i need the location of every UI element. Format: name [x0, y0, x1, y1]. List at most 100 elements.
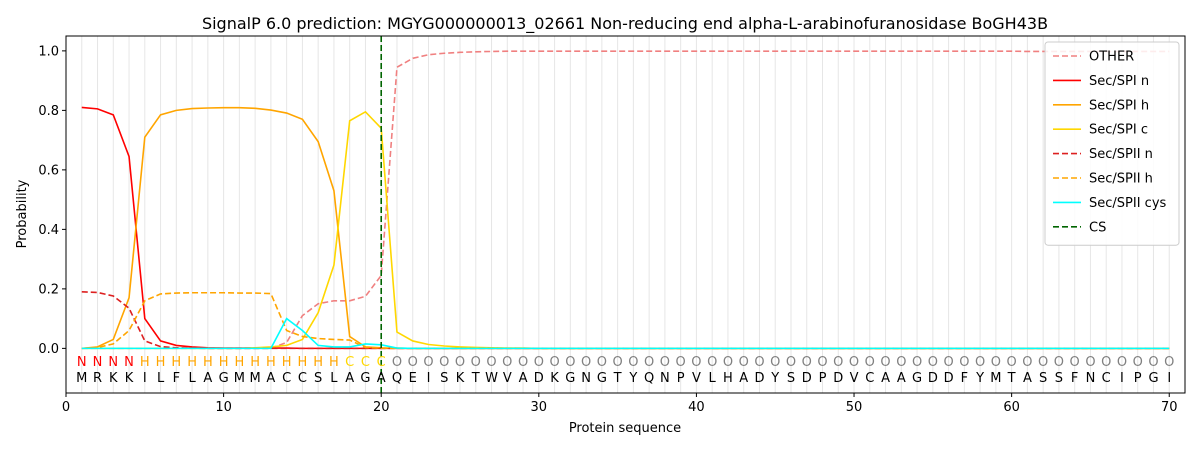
region-label: H — [282, 355, 292, 370]
residue-letter: S — [1039, 371, 1047, 386]
region-label: O — [660, 355, 670, 370]
residue-letter: N — [660, 371, 670, 386]
residue-letter: D — [928, 371, 938, 386]
residue-letter: N — [581, 371, 591, 386]
legend-label: Sec/SPII cys — [1089, 196, 1167, 211]
residue-letter: D — [802, 371, 812, 386]
residue-letter: G — [360, 371, 370, 386]
region-label: N — [77, 355, 87, 370]
region-label: O — [739, 355, 749, 370]
residue-letter: K — [456, 371, 465, 386]
y-axis: 0.0 0.2 0.4 0.6 0.8 1.0 — [38, 44, 66, 357]
legend-label: Sec/SPI h — [1089, 98, 1149, 113]
region-label: O — [455, 355, 465, 370]
residue-letter: L — [157, 371, 165, 386]
region-label: O — [802, 355, 812, 370]
residue-letter: V — [850, 371, 859, 386]
residue-letter: S — [440, 371, 448, 386]
region-label: O — [1164, 355, 1174, 370]
y-tick-label: 0.4 — [38, 223, 59, 238]
x-tick-label: 10 — [215, 400, 232, 415]
residue-letter: G — [912, 371, 922, 386]
residue-letter: A — [897, 371, 906, 386]
residue-letter: C — [282, 371, 291, 386]
region-label: N — [93, 355, 103, 370]
x-tick-label: 20 — [373, 400, 390, 415]
region-label: O — [817, 355, 827, 370]
region-label: O — [423, 355, 433, 370]
region-label: O — [1148, 355, 1158, 370]
residue-letter: C — [1102, 371, 1111, 386]
residue-letter: R — [93, 371, 102, 386]
region-label: O — [723, 355, 733, 370]
residue-letter: H — [723, 371, 733, 386]
region-label: O — [518, 355, 528, 370]
region-label: C — [361, 355, 370, 370]
residue-letter: Y — [628, 371, 637, 386]
residue-letter: L — [709, 371, 717, 386]
residue-letter: Q — [644, 371, 654, 386]
residue-letter: Q — [392, 371, 402, 386]
x-tick-label: 30 — [531, 400, 548, 415]
region-label: O — [833, 355, 843, 370]
residue-letter: F — [1071, 371, 1078, 386]
region-label: O — [392, 355, 402, 370]
residue-letter: S — [787, 371, 795, 386]
legend-label: CS — [1089, 220, 1106, 235]
legend-label: OTHER — [1089, 50, 1134, 65]
residue-letter: N — [1086, 371, 1096, 386]
residue-letter: L — [188, 371, 196, 386]
residue-letter: T — [471, 371, 480, 386]
y-tick-label: 0.2 — [38, 282, 59, 297]
residue-letter: M — [234, 371, 245, 386]
residue-letter: S — [314, 371, 322, 386]
x-axis-title: Protein sequence — [569, 421, 681, 436]
region-label: O — [1117, 355, 1127, 370]
region-label: O — [676, 355, 686, 370]
region-label: O — [597, 355, 607, 370]
residue-letter: A — [345, 371, 354, 386]
residue-letter: M — [990, 371, 1001, 386]
region-label: H — [171, 355, 181, 370]
residue-letter: L — [330, 371, 338, 386]
residue-letter: V — [503, 371, 512, 386]
region-label: N — [124, 355, 134, 370]
region-label: O — [991, 355, 1001, 370]
region-label: O — [471, 355, 481, 370]
x-tick-label: 50 — [846, 400, 863, 415]
series-line-6 — [81, 317, 1170, 350]
y-tick-label: 1.0 — [38, 44, 59, 59]
region-label: O — [628, 355, 638, 370]
region-label: O — [439, 355, 449, 370]
residue-letter: M — [250, 371, 261, 386]
legend-label: Sec/SPII n — [1089, 147, 1153, 162]
y-tick-label: 0.0 — [38, 342, 59, 357]
region-label: H — [266, 355, 276, 370]
region-label: O — [534, 355, 544, 370]
residue-letter: P — [819, 371, 827, 386]
residue-letter: S — [1055, 371, 1063, 386]
region-label: O — [896, 355, 906, 370]
region-label: O — [1085, 355, 1095, 370]
plot-frame — [65, 35, 1186, 394]
region-label: O — [786, 355, 796, 370]
residue-letter: V — [692, 371, 701, 386]
residue-letter: A — [1023, 371, 1032, 386]
region-label: H — [187, 355, 197, 370]
residue-letter: G — [219, 371, 229, 386]
residue-letter: P — [1134, 371, 1142, 386]
region-label: C — [377, 355, 386, 370]
region-label: O — [1022, 355, 1032, 370]
residue-letter: D — [754, 371, 764, 386]
residue-letter: T — [613, 371, 622, 386]
residue-letter: C — [865, 371, 874, 386]
y-axis-title: Probability — [15, 179, 30, 248]
residue-letter: W — [485, 371, 498, 386]
region-label: O — [928, 355, 938, 370]
region-label: O — [691, 355, 701, 370]
region-label: H — [313, 355, 323, 370]
region-label: O — [770, 355, 780, 370]
region-label: O — [754, 355, 764, 370]
region-label: O — [1101, 355, 1111, 370]
